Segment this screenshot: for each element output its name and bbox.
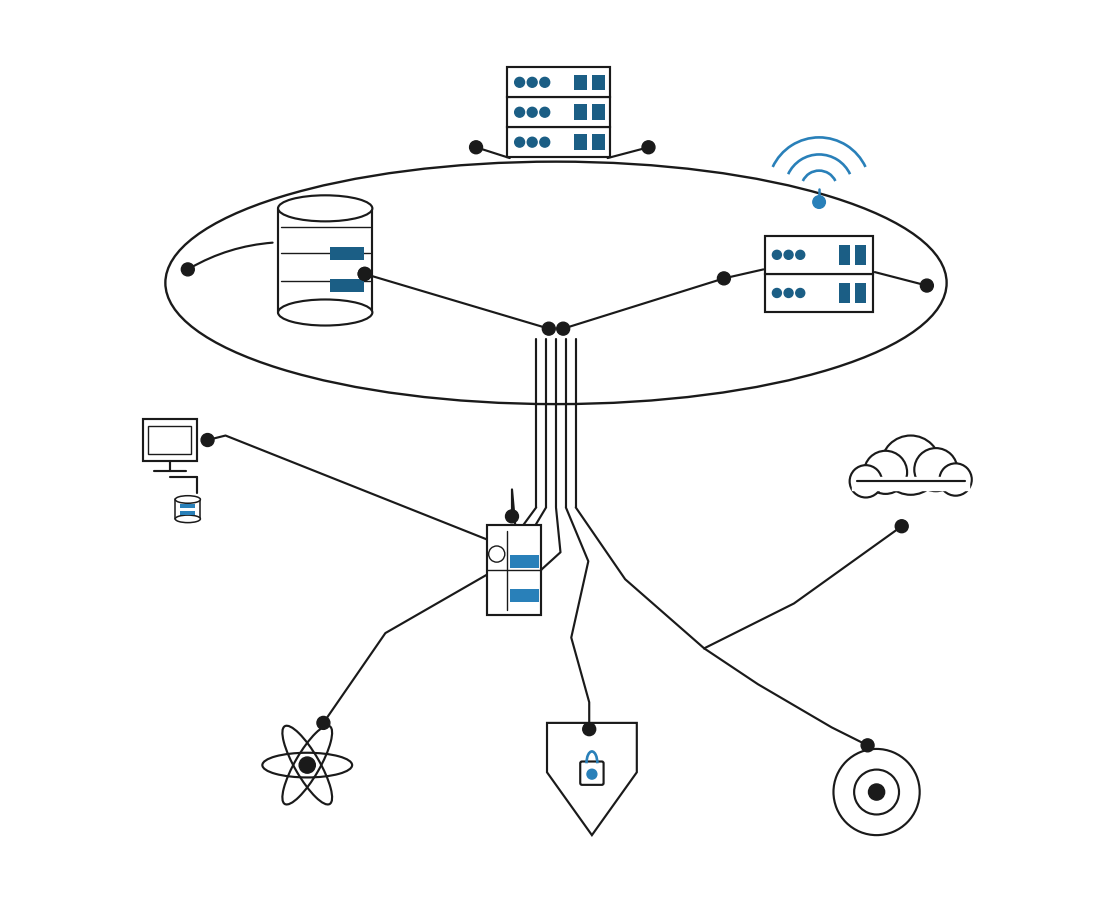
FancyBboxPatch shape	[507, 67, 610, 97]
Circle shape	[772, 288, 781, 297]
FancyBboxPatch shape	[143, 419, 196, 461]
Circle shape	[920, 279, 933, 292]
Circle shape	[896, 520, 908, 533]
Circle shape	[201, 434, 214, 446]
Circle shape	[527, 137, 537, 147]
Circle shape	[795, 251, 805, 260]
FancyBboxPatch shape	[855, 245, 866, 265]
FancyBboxPatch shape	[330, 278, 364, 292]
Circle shape	[358, 268, 372, 280]
Circle shape	[470, 141, 482, 154]
Circle shape	[539, 137, 549, 147]
Circle shape	[813, 196, 825, 208]
Circle shape	[539, 77, 549, 87]
Circle shape	[940, 463, 972, 496]
FancyBboxPatch shape	[592, 75, 604, 90]
FancyBboxPatch shape	[148, 426, 192, 454]
FancyBboxPatch shape	[592, 135, 604, 150]
Ellipse shape	[175, 515, 201, 523]
FancyBboxPatch shape	[511, 589, 539, 602]
Circle shape	[784, 288, 793, 297]
Circle shape	[358, 268, 372, 280]
FancyBboxPatch shape	[575, 75, 587, 90]
Circle shape	[582, 723, 596, 735]
Circle shape	[527, 108, 537, 117]
FancyBboxPatch shape	[839, 245, 849, 265]
Circle shape	[527, 77, 537, 87]
Circle shape	[515, 108, 525, 117]
Circle shape	[772, 251, 781, 260]
FancyBboxPatch shape	[580, 762, 603, 785]
FancyBboxPatch shape	[765, 236, 872, 274]
Circle shape	[515, 137, 525, 147]
Circle shape	[505, 510, 518, 523]
FancyBboxPatch shape	[278, 208, 373, 313]
Circle shape	[539, 108, 549, 117]
FancyBboxPatch shape	[575, 104, 587, 120]
FancyBboxPatch shape	[839, 283, 849, 303]
Circle shape	[587, 770, 597, 779]
Circle shape	[864, 451, 907, 494]
FancyBboxPatch shape	[765, 274, 872, 313]
Circle shape	[849, 465, 882, 497]
Circle shape	[317, 717, 330, 729]
FancyBboxPatch shape	[592, 104, 604, 120]
Ellipse shape	[278, 196, 373, 222]
Circle shape	[861, 739, 874, 752]
Circle shape	[642, 141, 655, 154]
Circle shape	[784, 251, 793, 260]
Circle shape	[299, 757, 315, 773]
Circle shape	[717, 272, 730, 285]
FancyBboxPatch shape	[180, 504, 195, 507]
FancyBboxPatch shape	[575, 135, 587, 150]
Circle shape	[868, 784, 885, 800]
Ellipse shape	[278, 300, 373, 326]
Circle shape	[795, 288, 805, 297]
Circle shape	[181, 263, 194, 276]
FancyBboxPatch shape	[330, 248, 364, 260]
FancyBboxPatch shape	[175, 499, 201, 519]
FancyBboxPatch shape	[507, 97, 610, 128]
Ellipse shape	[175, 496, 201, 503]
Circle shape	[914, 448, 957, 491]
FancyBboxPatch shape	[855, 283, 866, 303]
FancyBboxPatch shape	[180, 511, 195, 515]
FancyBboxPatch shape	[511, 555, 539, 568]
Circle shape	[543, 322, 555, 335]
Circle shape	[881, 436, 941, 495]
FancyBboxPatch shape	[486, 525, 540, 615]
FancyBboxPatch shape	[507, 128, 610, 157]
Circle shape	[557, 322, 569, 335]
Circle shape	[515, 77, 525, 87]
